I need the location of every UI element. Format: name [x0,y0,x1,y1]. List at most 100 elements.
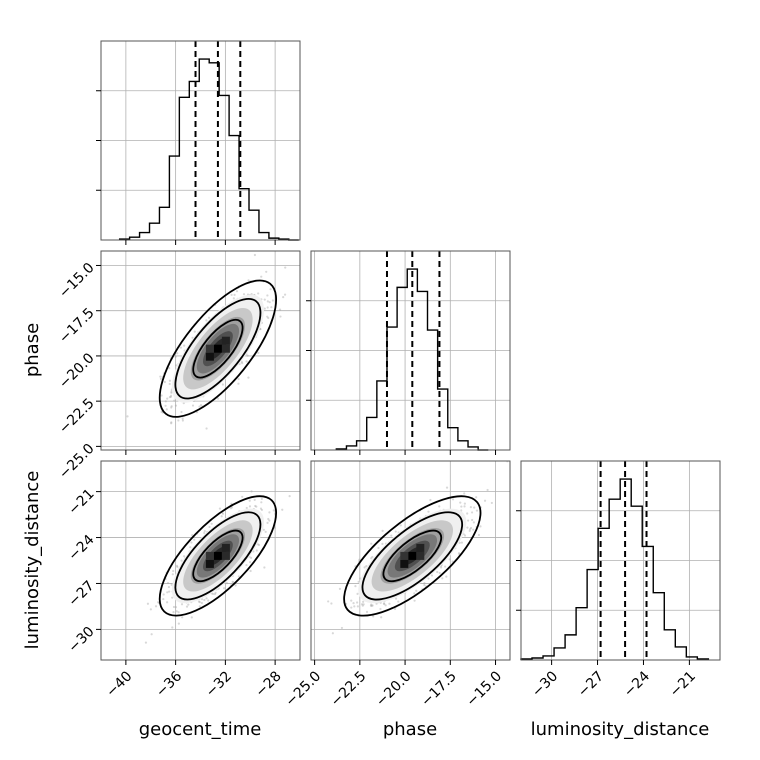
density-peak-cell [400,559,409,568]
sample-point [388,602,391,605]
histogram-step-phase [335,268,489,451]
sample-point [370,604,373,607]
x-tick-label: −36 [153,668,185,700]
sample-point [469,506,472,509]
sample-point [249,556,253,559]
sample-point [168,396,171,399]
panel-scatter-geocent_time-phase [101,251,300,450]
sample-point [167,585,171,589]
sample-point [356,592,359,595]
panel-frame [100,250,301,451]
panel-scatter-phase-luminosity_distance [311,461,510,660]
sample-point [171,596,174,599]
x-tick-label: −22.5 [328,668,370,710]
sample-point [168,367,171,370]
sample-point [175,364,178,367]
sample-point [245,563,248,567]
sample-point [235,290,239,293]
sample-point [248,505,252,508]
sample-point [160,410,163,414]
sample-point [197,600,201,603]
x-axis-label-luminosity_distance: luminosity_distance [531,719,710,740]
sample-point [205,597,208,600]
density-peak-cell [205,352,214,361]
sample-point [174,355,177,358]
sample-point [352,602,355,605]
y-tick-label: −22.5 [56,395,98,437]
sample-point [397,600,400,603]
sample-point [288,494,291,498]
sample-point [362,603,365,606]
sample-point [174,606,178,609]
sample-point [436,570,439,574]
sample-point [427,510,430,513]
sample-point [282,295,285,299]
sample-point [190,616,193,619]
sample-point [358,558,361,561]
sample-point [237,377,240,381]
sample-point [457,552,461,555]
sample-point [253,253,257,257]
sample-point [170,421,173,424]
sample-point [260,497,263,501]
sample-point [169,394,173,397]
density-peak-cell [205,344,214,353]
sample-point [253,498,256,501]
sample-point [229,507,232,510]
sample-point [126,415,129,418]
y-tick-label: −27 [65,578,97,610]
sample-point [241,495,244,498]
sample-point [250,490,253,493]
x-tick-label: −27 [575,668,607,700]
y-tick-label: −25.0 [56,441,98,483]
sample-point [472,521,475,524]
sample-point [459,501,462,504]
sample-point [393,607,397,611]
sample-point [166,591,169,594]
density-peak-cell [408,551,417,560]
sample-point [214,591,217,594]
sample-point [193,538,196,541]
sample-point [255,505,258,508]
sample-point [231,580,234,583]
sample-point [176,565,179,569]
contour-2-sigma [174,297,262,400]
sample-point [375,602,378,605]
sample-point [221,512,225,515]
sample-point [267,517,270,521]
sample-point [218,507,222,510]
sample-point [451,498,455,501]
sample-point [283,293,287,296]
sample-point [149,608,152,611]
sample-point [281,508,284,511]
panel-hist-phase [311,251,510,451]
sample-point [203,598,206,602]
sample-point [208,525,211,529]
sample-point [266,521,269,525]
sample-point [190,541,193,544]
sample-point [150,633,153,636]
sample-point [260,275,263,278]
sample-point [365,564,368,568]
sample-point [260,501,263,504]
density-peak-cell [221,543,230,552]
sample-point [168,382,171,386]
x-tick-label: −20.0 [373,668,415,710]
sample-point [176,352,179,355]
sample-point [463,492,466,495]
sample-point [257,543,261,547]
sample-point [338,587,342,590]
sample-point [381,542,384,546]
x-tick-label: −17.5 [418,668,460,710]
sample-point [266,300,269,303]
contour-1-sigma [192,529,244,583]
sample-point [340,626,344,630]
density-peak-cell [400,551,409,560]
sample-point [270,306,273,309]
contour-2-sigma [361,511,464,601]
y-tick-label: −15.0 [56,260,98,302]
sample-point [394,597,398,600]
panel-frame [100,460,301,661]
sample-point [189,546,192,549]
sample-point [268,519,271,522]
